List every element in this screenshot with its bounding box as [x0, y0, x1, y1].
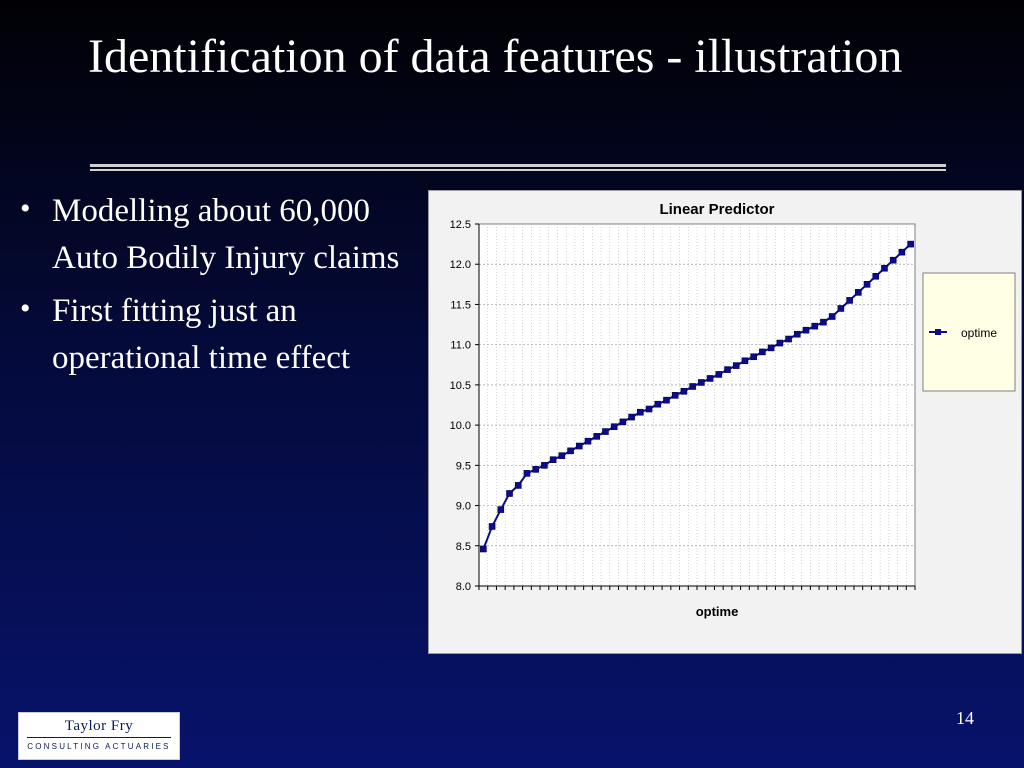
legend-label: optime [961, 326, 997, 340]
data-point [820, 318, 827, 326]
data-point [776, 339, 784, 347]
title-divider [90, 164, 946, 171]
data-point [480, 545, 487, 553]
bullet-list: • Modelling about 60,000 Auto Bodily Inj… [14, 188, 424, 388]
linear-predictor-chart: 8.0 8.5 9.0 9.5 10.0 10.5 11.0 11.5 12.0 12.5 Line… [450, 201, 1016, 619]
data-point [898, 248, 906, 256]
slide-title: Identification of data features - illust… [88, 30, 903, 83]
data-point [828, 313, 836, 320]
data-point [724, 366, 731, 373]
data-point [750, 353, 757, 361]
bullet-item: • First fitting just an operational time… [14, 288, 424, 382]
data-point [575, 442, 583, 450]
bullet-item: • Modelling about 60,000 Auto Bodily Inj… [14, 188, 424, 282]
data-point [863, 281, 871, 288]
page-number: 14 [956, 708, 974, 728]
data-point [785, 335, 792, 343]
data-point [811, 322, 819, 330]
data-point [488, 523, 496, 530]
legend-marker [935, 329, 941, 335]
data-point [698, 379, 705, 386]
data-point [881, 264, 888, 272]
data-point [793, 330, 801, 338]
data-point [602, 428, 609, 435]
data-point [802, 326, 810, 334]
data-point [846, 297, 853, 304]
logo-subtitle: CONSULTING ACTUARIES [27, 742, 171, 751]
data-point [523, 470, 531, 477]
data-point [637, 408, 644, 416]
y-tick-label: 11.5 [450, 299, 471, 311]
data-point [706, 375, 714, 382]
data-point [732, 362, 740, 369]
chart-frame: 8.0 8.5 9.0 9.5 10.0 10.5 11.0 11.5 12.0 12.5 Line… [428, 190, 1022, 654]
y-tick-label: 8.0 [456, 581, 471, 593]
data-point [872, 272, 880, 280]
logo-divider [27, 737, 171, 738]
data-point [907, 240, 914, 248]
data-point [532, 466, 539, 473]
data-point [619, 418, 627, 426]
data-point [514, 482, 522, 489]
data-point [645, 405, 653, 413]
data-point [889, 256, 897, 264]
y-tick-label: 8.5 [456, 541, 471, 553]
data-point [593, 433, 601, 440]
y-tick-label: 11.0 [450, 340, 471, 352]
data-point [654, 400, 662, 408]
data-point [497, 506, 505, 513]
y-tick-label: 12.0 [450, 259, 471, 271]
data-point [584, 437, 592, 445]
data-point [549, 456, 557, 464]
data-point [663, 396, 670, 404]
data-point [610, 423, 618, 431]
data-point [767, 344, 775, 352]
data-point [680, 388, 688, 395]
data-point [741, 357, 749, 365]
data-point [558, 452, 566, 459]
data-point [855, 289, 862, 296]
y-tick-label: 9.5 [456, 460, 471, 472]
bullet-icon: • [20, 192, 31, 225]
bullet-text: Modelling about 60,000 Auto Bodily Injur… [52, 193, 400, 276]
data-point [628, 413, 635, 421]
data-point [715, 371, 723, 378]
y-tick-label: 9.0 [456, 501, 471, 513]
data-point [689, 383, 696, 390]
bullet-text: First fitting just an operational time e… [52, 293, 351, 376]
x-axis-label: optime [696, 604, 739, 619]
data-point [837, 305, 845, 312]
y-tick-label: 10.5 [450, 380, 471, 392]
chart-title: Linear Predictor [659, 201, 774, 218]
bullet-icon: • [20, 292, 31, 325]
y-tick-label: 12.5 [450, 219, 471, 231]
data-point [506, 490, 513, 497]
company-logo: Taylor Fry CONSULTING ACTUARIES [18, 712, 180, 760]
data-point [759, 348, 766, 356]
data-point [567, 447, 574, 455]
y-tick-label: 10.0 [450, 420, 471, 432]
data-point [671, 392, 679, 399]
data-point [541, 462, 548, 469]
logo-name: Taylor Fry [64, 718, 134, 734]
